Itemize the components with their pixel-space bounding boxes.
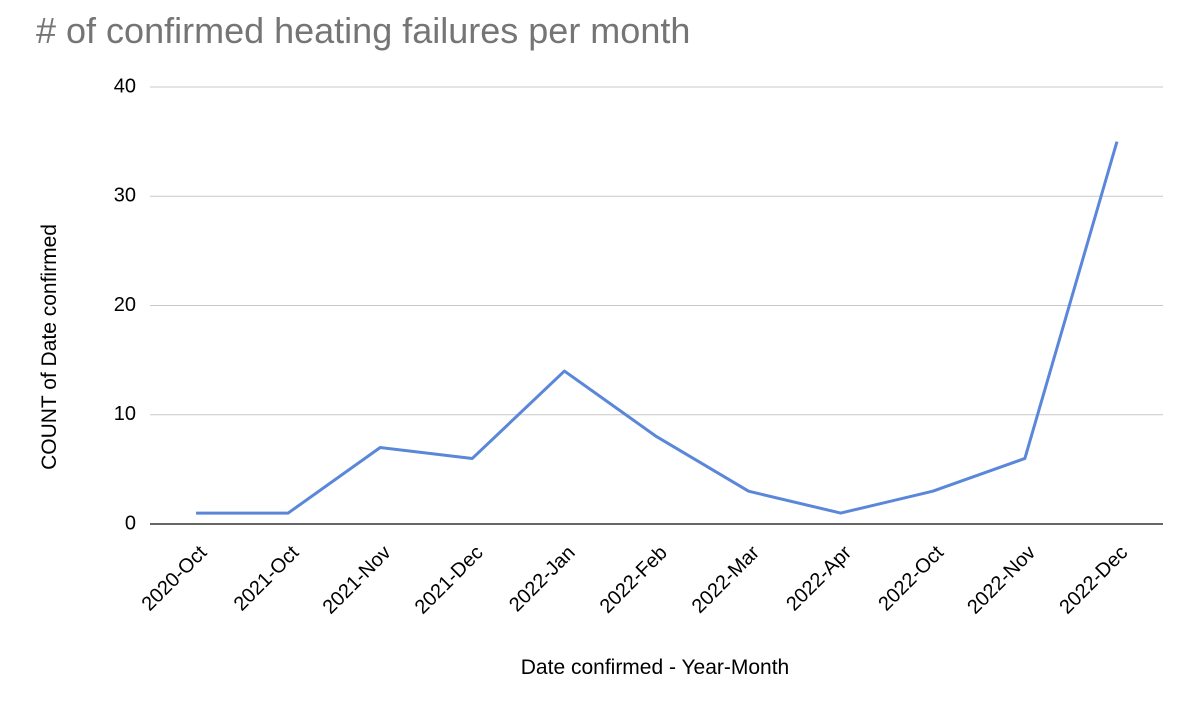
x-tick-label: 2021-Dec — [411, 542, 488, 619]
chart-title: # of confirmed heating failures per mont… — [36, 10, 690, 51]
x-tick-label: 2021-Nov — [319, 542, 396, 619]
y-tick-label: 0 — [125, 512, 136, 534]
x-tick-label: 2022-Jan — [505, 542, 580, 617]
y-tick-label: 40 — [114, 75, 136, 97]
x-tick-label: 2022-Nov — [963, 542, 1040, 619]
x-tick-label: 2021-Oct — [230, 541, 304, 615]
x-tick-label: 2022-Apr — [782, 541, 856, 615]
y-tick-label: 30 — [114, 185, 136, 207]
x-tick-label: 2022-Mar — [688, 541, 764, 617]
x-tick-label: 2022-Oct — [874, 541, 948, 615]
y-tick-label: 20 — [114, 294, 136, 316]
x-tick-label: 2020-Oct — [138, 541, 212, 615]
series-line — [196, 141, 1119, 515]
y-axis-title: COUNT of Date confirmed — [38, 224, 61, 470]
x-tick-label: 2022-Feb — [596, 542, 672, 618]
x-tick-label: 2022-Dec — [1055, 542, 1132, 619]
x-axis-title: Date confirmed - Year-Month — [521, 656, 789, 679]
y-tick-label: 10 — [114, 403, 136, 425]
